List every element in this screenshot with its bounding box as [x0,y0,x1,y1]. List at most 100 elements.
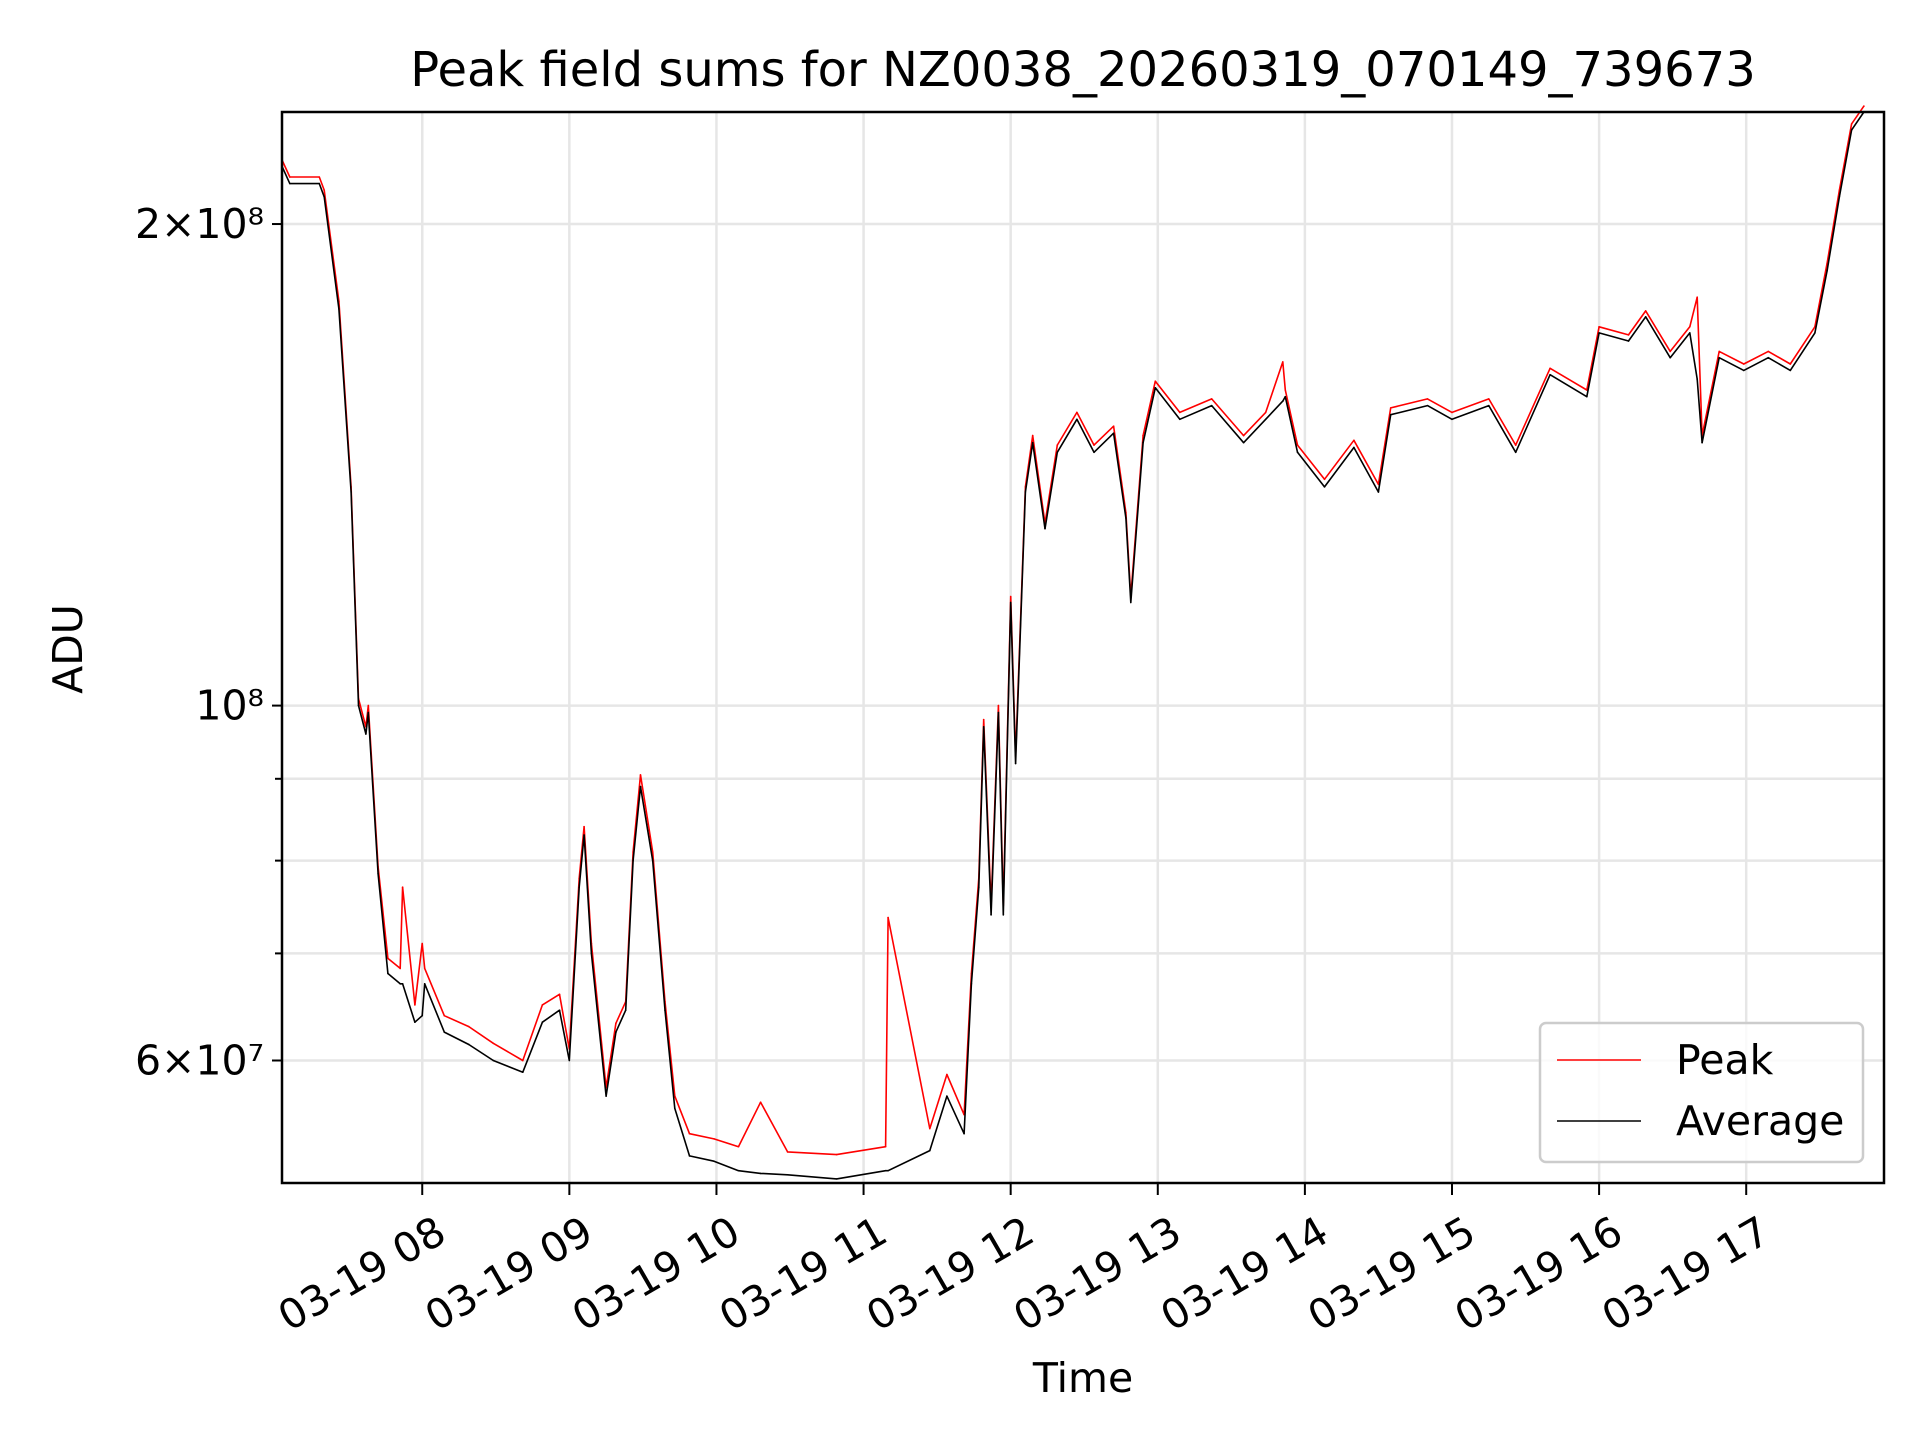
data-point-average [414,1021,416,1023]
y-tick-label: 6×10⁷ [135,1036,264,1084]
data-point-peak [1076,411,1078,414]
data-point-average [688,1155,691,1157]
data-point-average [1112,432,1115,435]
data-point-average [664,1009,666,1012]
data-point-peak [367,704,370,707]
data-point-peak [414,1004,416,1006]
data-point-average [1002,913,1005,916]
legend-label-peak: Peak [1676,1036,1774,1084]
data-point-average [1850,129,1853,131]
data-point-average [1789,369,1792,372]
data-point-peak [884,1145,887,1148]
data-point-average [639,785,642,788]
data-point-peak [387,957,389,960]
data-point-average [1767,356,1770,359]
data-point-peak [1389,407,1392,409]
data-point-peak [1296,444,1299,446]
data-point-average [1644,316,1647,318]
data-point-average [1076,418,1078,421]
data-point-peak [1767,350,1770,353]
data-point-average [1130,601,1132,604]
data-point-average [990,913,992,916]
data-point-peak [759,1101,762,1104]
data-point-average [632,859,634,862]
data-point-peak [323,189,325,191]
data-point-average [1056,451,1059,454]
x-axis-label: Time [1032,1354,1133,1402]
data-point-average [982,725,985,728]
data-point-average [350,491,352,493]
data-point-peak [1154,380,1157,383]
data-point-average [1814,332,1816,334]
data-point-average [759,1172,762,1175]
data-point-average [583,834,585,836]
data-point-peak [541,1004,544,1006]
chart-title: Peak field sums for NZ0038_20260319_0701… [410,42,1756,98]
data-point-average [1696,378,1698,380]
data-point-peak [1863,105,1865,107]
data-point-peak [651,851,654,853]
data-point-average [1323,486,1326,488]
data-point-peak [1627,334,1630,336]
data-point-peak [521,1059,524,1062]
data-point-average [1031,441,1034,444]
data-point-average [1009,601,1012,604]
data-point-average [963,1132,965,1135]
data-point-peak [1487,398,1490,400]
data-point-average [558,1009,561,1012]
data-point-peak [1742,363,1745,365]
data-point-average [357,704,360,707]
data-point-peak [786,1151,789,1153]
data-point-peak [1353,439,1355,442]
data-point-average [977,886,980,888]
data-point-average [1179,418,1181,421]
data-point-average [1701,441,1703,444]
data-point-peak [946,1073,948,1076]
data-point-average [468,1043,470,1046]
data-point-average [887,1169,889,1172]
legend: Peak Average [1538,1021,1865,1164]
data-point-peak [1056,444,1059,446]
data-point-average [1125,517,1127,519]
data-point-peak [583,825,585,828]
data-point-peak [1850,123,1853,125]
data-point-average [1210,404,1213,407]
data-point-peak [1242,434,1245,437]
data-point-average [737,1169,740,1172]
data-point-average [492,1059,495,1062]
data-point-peak [401,886,404,888]
data-point-average [946,1095,948,1097]
data-point-average [1154,387,1157,389]
data-point-average [1296,451,1299,454]
data-point-average [387,972,389,975]
data-point-average [323,195,325,198]
data-point-peak [1031,434,1034,437]
data-point-peak [558,993,561,996]
data-point-average [1586,395,1588,398]
data-point-peak [468,1025,470,1028]
y-axis-label: ADU [44,604,92,694]
data-point-peak [1264,411,1267,414]
data-point-average [1353,446,1355,449]
data-point-average [541,1021,544,1023]
axes-frame [280,110,1886,1185]
data-point-average [713,1160,715,1163]
data-point-average [1264,418,1267,421]
data-point-peak [737,1145,740,1148]
data-point-average [1669,356,1672,359]
legend-label-average: Average [1676,1097,1844,1145]
data-point-average [1093,451,1095,454]
data-point-peak [443,1014,446,1017]
data-point-average [1826,269,1828,272]
data-point-average [1282,400,1284,402]
data-point-peak [997,704,1000,707]
data-point-average [289,182,291,185]
data-point-average [615,1031,617,1033]
series-layer [281,105,1865,1180]
data-point-peak [1451,411,1453,414]
data-point-average [970,983,973,985]
data-point-average [443,1031,446,1033]
data-point-peak [1282,361,1284,363]
data-point-peak [399,967,401,970]
data-point-average [399,983,401,985]
